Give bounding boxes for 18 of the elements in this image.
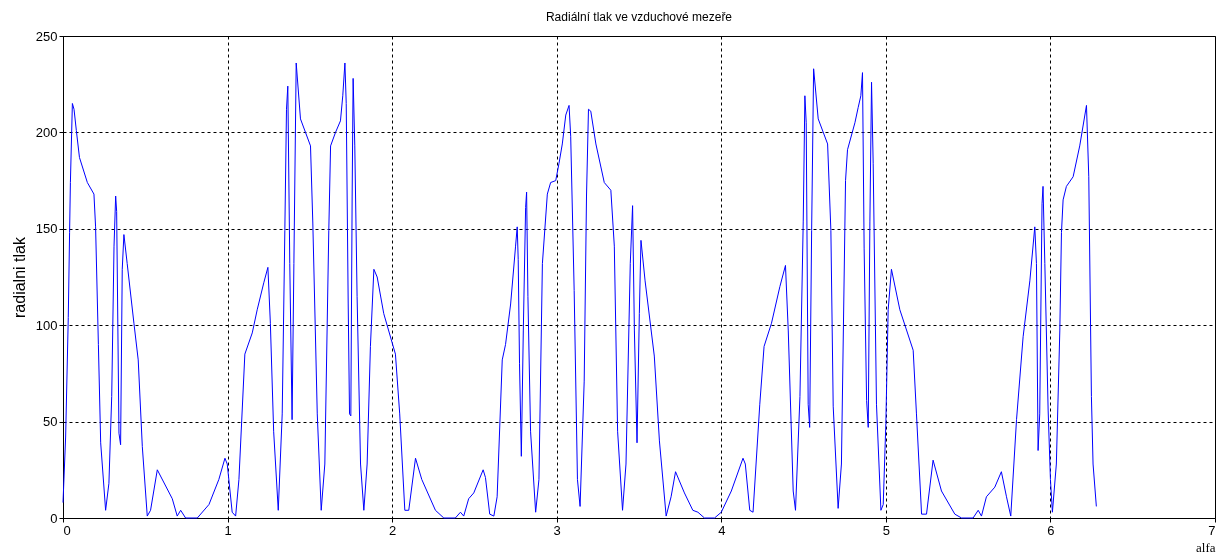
x-tick-label: 6 [1047,522,1055,538]
x-tick-label: 4 [718,522,726,538]
y-tick-label: 100 [35,317,58,333]
x-tick-label: 1 [224,522,232,538]
x-tick-label: 3 [553,522,561,538]
chart-title: Radiální tlak ve vzduchové mezeře [545,10,733,24]
x-tick-label: 7 [1208,522,1216,538]
x-tick-label: 0 [63,522,71,538]
x-tick-label: 2 [389,522,397,538]
x-axis-title: alfa [1196,539,1216,555]
y-tick-label: 200 [35,124,58,140]
y-tick-label: 150 [35,221,58,237]
y-tick-label: 0 [50,510,58,526]
y-tick-label: 250 [35,28,58,44]
y-axis-title: radialni tlak [10,236,28,318]
y-tick-label: 50 [43,414,58,430]
x-tick-label: 5 [882,522,890,538]
line-series [62,62,1097,519]
